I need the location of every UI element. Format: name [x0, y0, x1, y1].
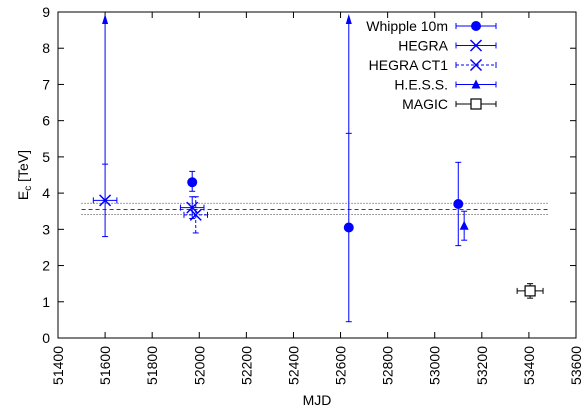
x-tick-label: 53600 — [568, 346, 584, 385]
x-tick-label: 53200 — [474, 346, 490, 385]
x-tick-label: 52800 — [380, 346, 396, 385]
axis-ticks: 51400 51600 51800 52000 52200 52400 52600 52800… — [42, 4, 584, 385]
x-tick-label: 53000 — [427, 346, 443, 385]
y-axis-label-unit: [TeV] — [15, 150, 31, 186]
data-point — [453, 161, 464, 247]
x-tick-label: 52200 — [238, 346, 254, 385]
legend-label: Whipple 10m — [366, 18, 448, 34]
x-tick-label: 51600 — [97, 346, 113, 385]
legend-label: HEGRA CT1 — [369, 57, 449, 73]
legend-label: MAGIC — [402, 96, 448, 112]
y-axis-label-sub: c — [23, 186, 34, 191]
x-tick-label: 51400 — [50, 346, 66, 385]
legend: Whipple 10m HEGRA HEGRA CT1 H.E.S.S. MAGIC — [366, 18, 497, 112]
marker-open-square — [470, 98, 482, 110]
marker-cross — [99, 194, 112, 207]
legend-item: H.E.S.S. — [394, 77, 497, 93]
legend-item: HEGRA CT1 — [369, 57, 497, 73]
plot-frame — [57, 11, 577, 339]
svg-text:Ec [TeV]: Ec [TeV] — [15, 150, 34, 200]
data-point — [516, 283, 544, 299]
y-tick-label: 7 — [42, 76, 50, 92]
y-tick-label: 9 — [42, 4, 50, 20]
y-tick-label: 2 — [42, 258, 50, 274]
y-axis-label: Ec [TeV] — [15, 150, 34, 200]
marker-filled-triangle — [459, 220, 469, 230]
x-axis-label: MJD — [303, 392, 332, 408]
x-tick-label: 53400 — [521, 346, 537, 385]
data-point — [459, 210, 469, 241]
marker-filled-circle — [453, 198, 464, 209]
marker-filled-circle — [187, 177, 198, 188]
upper-limit-arrowhead — [102, 14, 109, 24]
upper-limit-arrowhead — [345, 14, 352, 24]
legend-label: HEGRA — [398, 38, 448, 54]
marker-filled-circle — [471, 21, 481, 31]
y-tick-label: 8 — [42, 40, 50, 56]
marker-cross — [186, 201, 199, 214]
y-axis-label-main: E — [15, 191, 31, 200]
data-point — [92, 14, 118, 238]
marker-filled-circle — [343, 222, 354, 233]
legend-label: H.E.S.S. — [394, 77, 448, 93]
marker-filled-triangle — [471, 79, 481, 89]
data-point — [343, 14, 354, 323]
x-tick-label: 51800 — [144, 346, 160, 385]
y-tick-label: 5 — [42, 149, 50, 165]
legend-item: HEGRA — [398, 38, 497, 54]
y-tick-label: 0 — [42, 330, 50, 346]
marker-cross — [469, 58, 483, 72]
y-tick-label: 3 — [42, 221, 50, 237]
marker-cross — [189, 208, 202, 221]
y-tick-label: 6 — [42, 113, 50, 129]
marker-open-square — [524, 285, 536, 297]
data-marks — [92, 14, 544, 323]
reference-lines — [81, 202, 548, 215]
data-point — [183, 196, 209, 234]
legend-item: MAGIC — [402, 96, 497, 112]
legend-item: Whipple 10m — [366, 18, 497, 34]
data-point — [187, 170, 198, 192]
x-tick-label: 52400 — [285, 346, 301, 385]
marker-cross — [469, 39, 483, 52]
y-tick-label: 1 — [42, 294, 50, 310]
x-tick-label: 52000 — [191, 346, 207, 385]
y-tick-label: 4 — [42, 185, 50, 201]
x-tick-label: 52600 — [333, 346, 349, 385]
